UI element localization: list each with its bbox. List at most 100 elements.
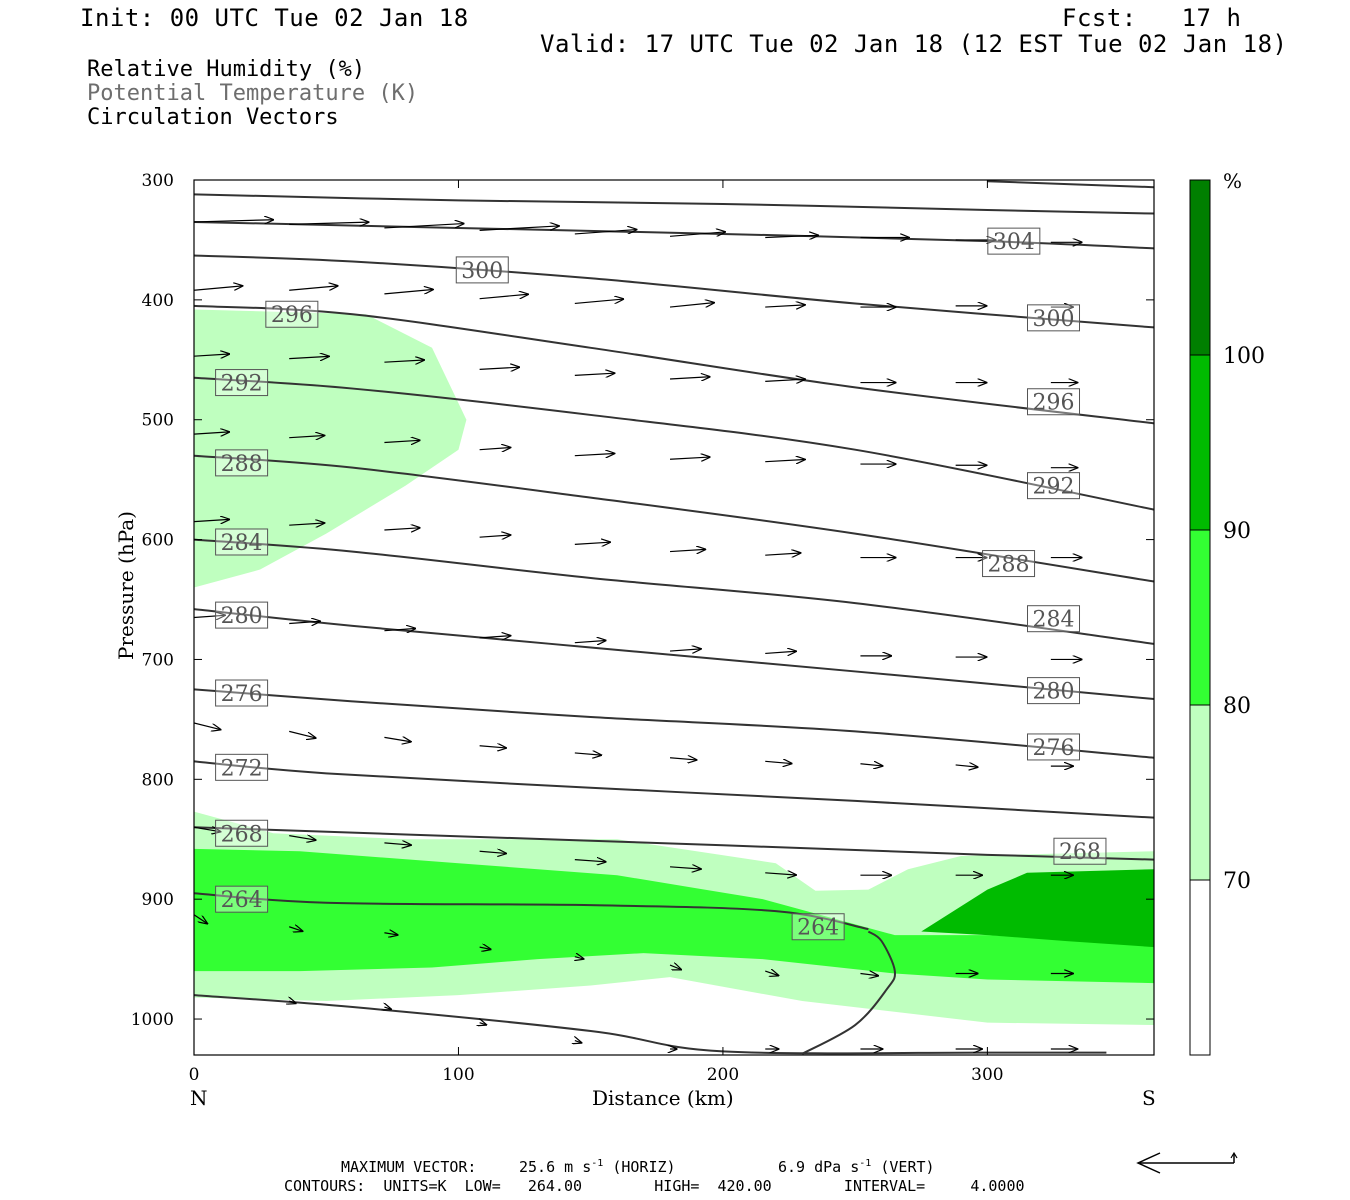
contour-label-text: 292: [1033, 475, 1075, 500]
circulation-vector: [860, 764, 882, 766]
contour-label-box: [215, 885, 269, 913]
contour-label-288: 288: [215, 449, 269, 477]
theta-contour-300: [194, 254, 1154, 329]
circulation-vector: [289, 222, 368, 224]
circulation-vector: [480, 1023, 487, 1025]
x-axis-label: Distance (km): [592, 1086, 734, 1110]
contour-label-text: 300: [461, 259, 503, 284]
circulation-vector: [384, 224, 463, 229]
circulation-vector: [669, 549, 705, 551]
legend-potential-temperature: Potential Temperature (K): [87, 81, 419, 106]
circulation-vector: [575, 957, 584, 959]
contour-label-box: [265, 300, 319, 328]
contour-label-text: 292: [221, 372, 263, 397]
circulation-vector: [765, 873, 796, 875]
contour-info: CONTOURS: UNITS=K LOW= 264.00 HIGH= 420.…: [284, 1177, 1025, 1195]
circulation-vector: [765, 971, 778, 975]
axis-ticks: 300 400 500 600 700 800 900 1000 0 100 200 300: [131, 171, 1154, 1085]
contour-label-292: 292: [215, 369, 269, 397]
colorbar-band: [1190, 880, 1210, 1055]
contour-label-text: 300: [1033, 307, 1075, 332]
contour-label-text: 288: [988, 553, 1030, 578]
rh-region-70-80: [194, 309, 467, 588]
x-tick-label: 100: [442, 1065, 474, 1085]
contour-label-text: 280: [221, 604, 263, 629]
circulation-vector: [765, 305, 805, 307]
theta-contour-264: [194, 892, 869, 931]
theta-contour-308: [194, 193, 1154, 215]
contour-label-284: 284: [1027, 605, 1081, 633]
contour-label-text: 264: [797, 916, 839, 941]
rh-region-80-90: [194, 848, 1154, 984]
circulation-vector: [289, 836, 315, 840]
circulation-vector: [574, 299, 623, 305]
colorbar-tick-label: 80: [1223, 694, 1251, 719]
contour-label-box: [982, 550, 1036, 578]
circulation-vector: [765, 379, 805, 381]
init-time: Init: 00 UTC Tue 02 Jan 18: [80, 4, 469, 32]
contour-label-box: [1027, 677, 1081, 705]
contour-label-300: 300: [1027, 304, 1081, 332]
circulation-vector: [479, 226, 559, 231]
colorbar-band: [1190, 180, 1210, 355]
circulation-vector: [289, 436, 324, 438]
circulation-vector: [384, 1007, 391, 1009]
circulation-vector: [479, 947, 491, 949]
contour-label-box: [215, 679, 269, 707]
circulation-vector: [194, 615, 225, 617]
y-tick-label: 300: [142, 171, 174, 191]
circulation-vector: [669, 965, 681, 969]
contour-label-268: 268: [1053, 837, 1107, 865]
circulation-vector: [384, 843, 410, 845]
circulation-vector: [194, 519, 229, 521]
contour-label-layer: 264 264 268 268 272 276 276 280 280 284 284 288 288 2…: [215, 227, 1107, 941]
legend-circulation-vectors: Circulation Vectors: [87, 105, 339, 130]
x-tick-label: 0: [189, 1065, 200, 1085]
contour-label-box: [1027, 472, 1081, 500]
circulation-vector: [574, 373, 615, 375]
contour-label-text: 284: [1033, 608, 1075, 633]
circulation-vector: [384, 289, 432, 295]
circulation-vector: [765, 651, 796, 653]
rh-region-90-100: [921, 869, 1154, 948]
circulation-vector: [289, 286, 337, 291]
circulation-vector: [384, 360, 424, 362]
circulation-vector: [669, 649, 701, 651]
circulation-vector: [575, 1041, 582, 1043]
colorbar-band: [1190, 530, 1210, 705]
contour-label-box: [215, 753, 269, 781]
y-tick-label: 1000: [131, 1010, 174, 1030]
circulation-vector: [289, 523, 324, 525]
y-tick-label: 900: [142, 890, 174, 910]
contour-label-288: 288: [982, 550, 1036, 578]
contour-label-box: [987, 227, 1041, 255]
y-tick-label: 800: [142, 770, 174, 790]
circulation-vector: [194, 432, 229, 434]
contour-label-296: 296: [265, 300, 319, 328]
contour-label-272: 272: [215, 753, 269, 781]
contour-label-276: 276: [1027, 733, 1081, 761]
x-tick-label: 200: [707, 1065, 739, 1085]
contour-label-276: 276: [215, 679, 269, 707]
circulation-vector: [479, 294, 528, 300]
rh-shading-layer: [194, 309, 1154, 1026]
contour-label-280: 280: [215, 601, 269, 629]
contour-label-box: [215, 528, 269, 556]
circulation-vector: [479, 447, 511, 449]
contour-label-text: 268: [1059, 840, 1101, 865]
valid-time: Valid: 17 UTC Tue 02 Jan 18 (12 EST Tue …: [540, 30, 1288, 58]
theta-contour-296: [194, 304, 1154, 425]
circulation-vector: [765, 459, 805, 461]
circulation-vector: [194, 220, 273, 222]
colorbar-tick-label: 100: [1223, 344, 1265, 369]
circulation-vector: [479, 367, 520, 369]
circulation-vector: [765, 235, 818, 237]
x-tick-label: 300: [971, 1065, 1003, 1085]
circulation-vector: [289, 356, 329, 358]
contour-label-text: 296: [1033, 391, 1075, 416]
reference-vector-icon: [1136, 1151, 1238, 1174]
circulation-vector: [194, 286, 242, 291]
theta-contour-268: [194, 826, 1154, 861]
forecast-hour: Fcst: 17 h: [1062, 4, 1242, 32]
circulation-vector: [669, 377, 710, 379]
